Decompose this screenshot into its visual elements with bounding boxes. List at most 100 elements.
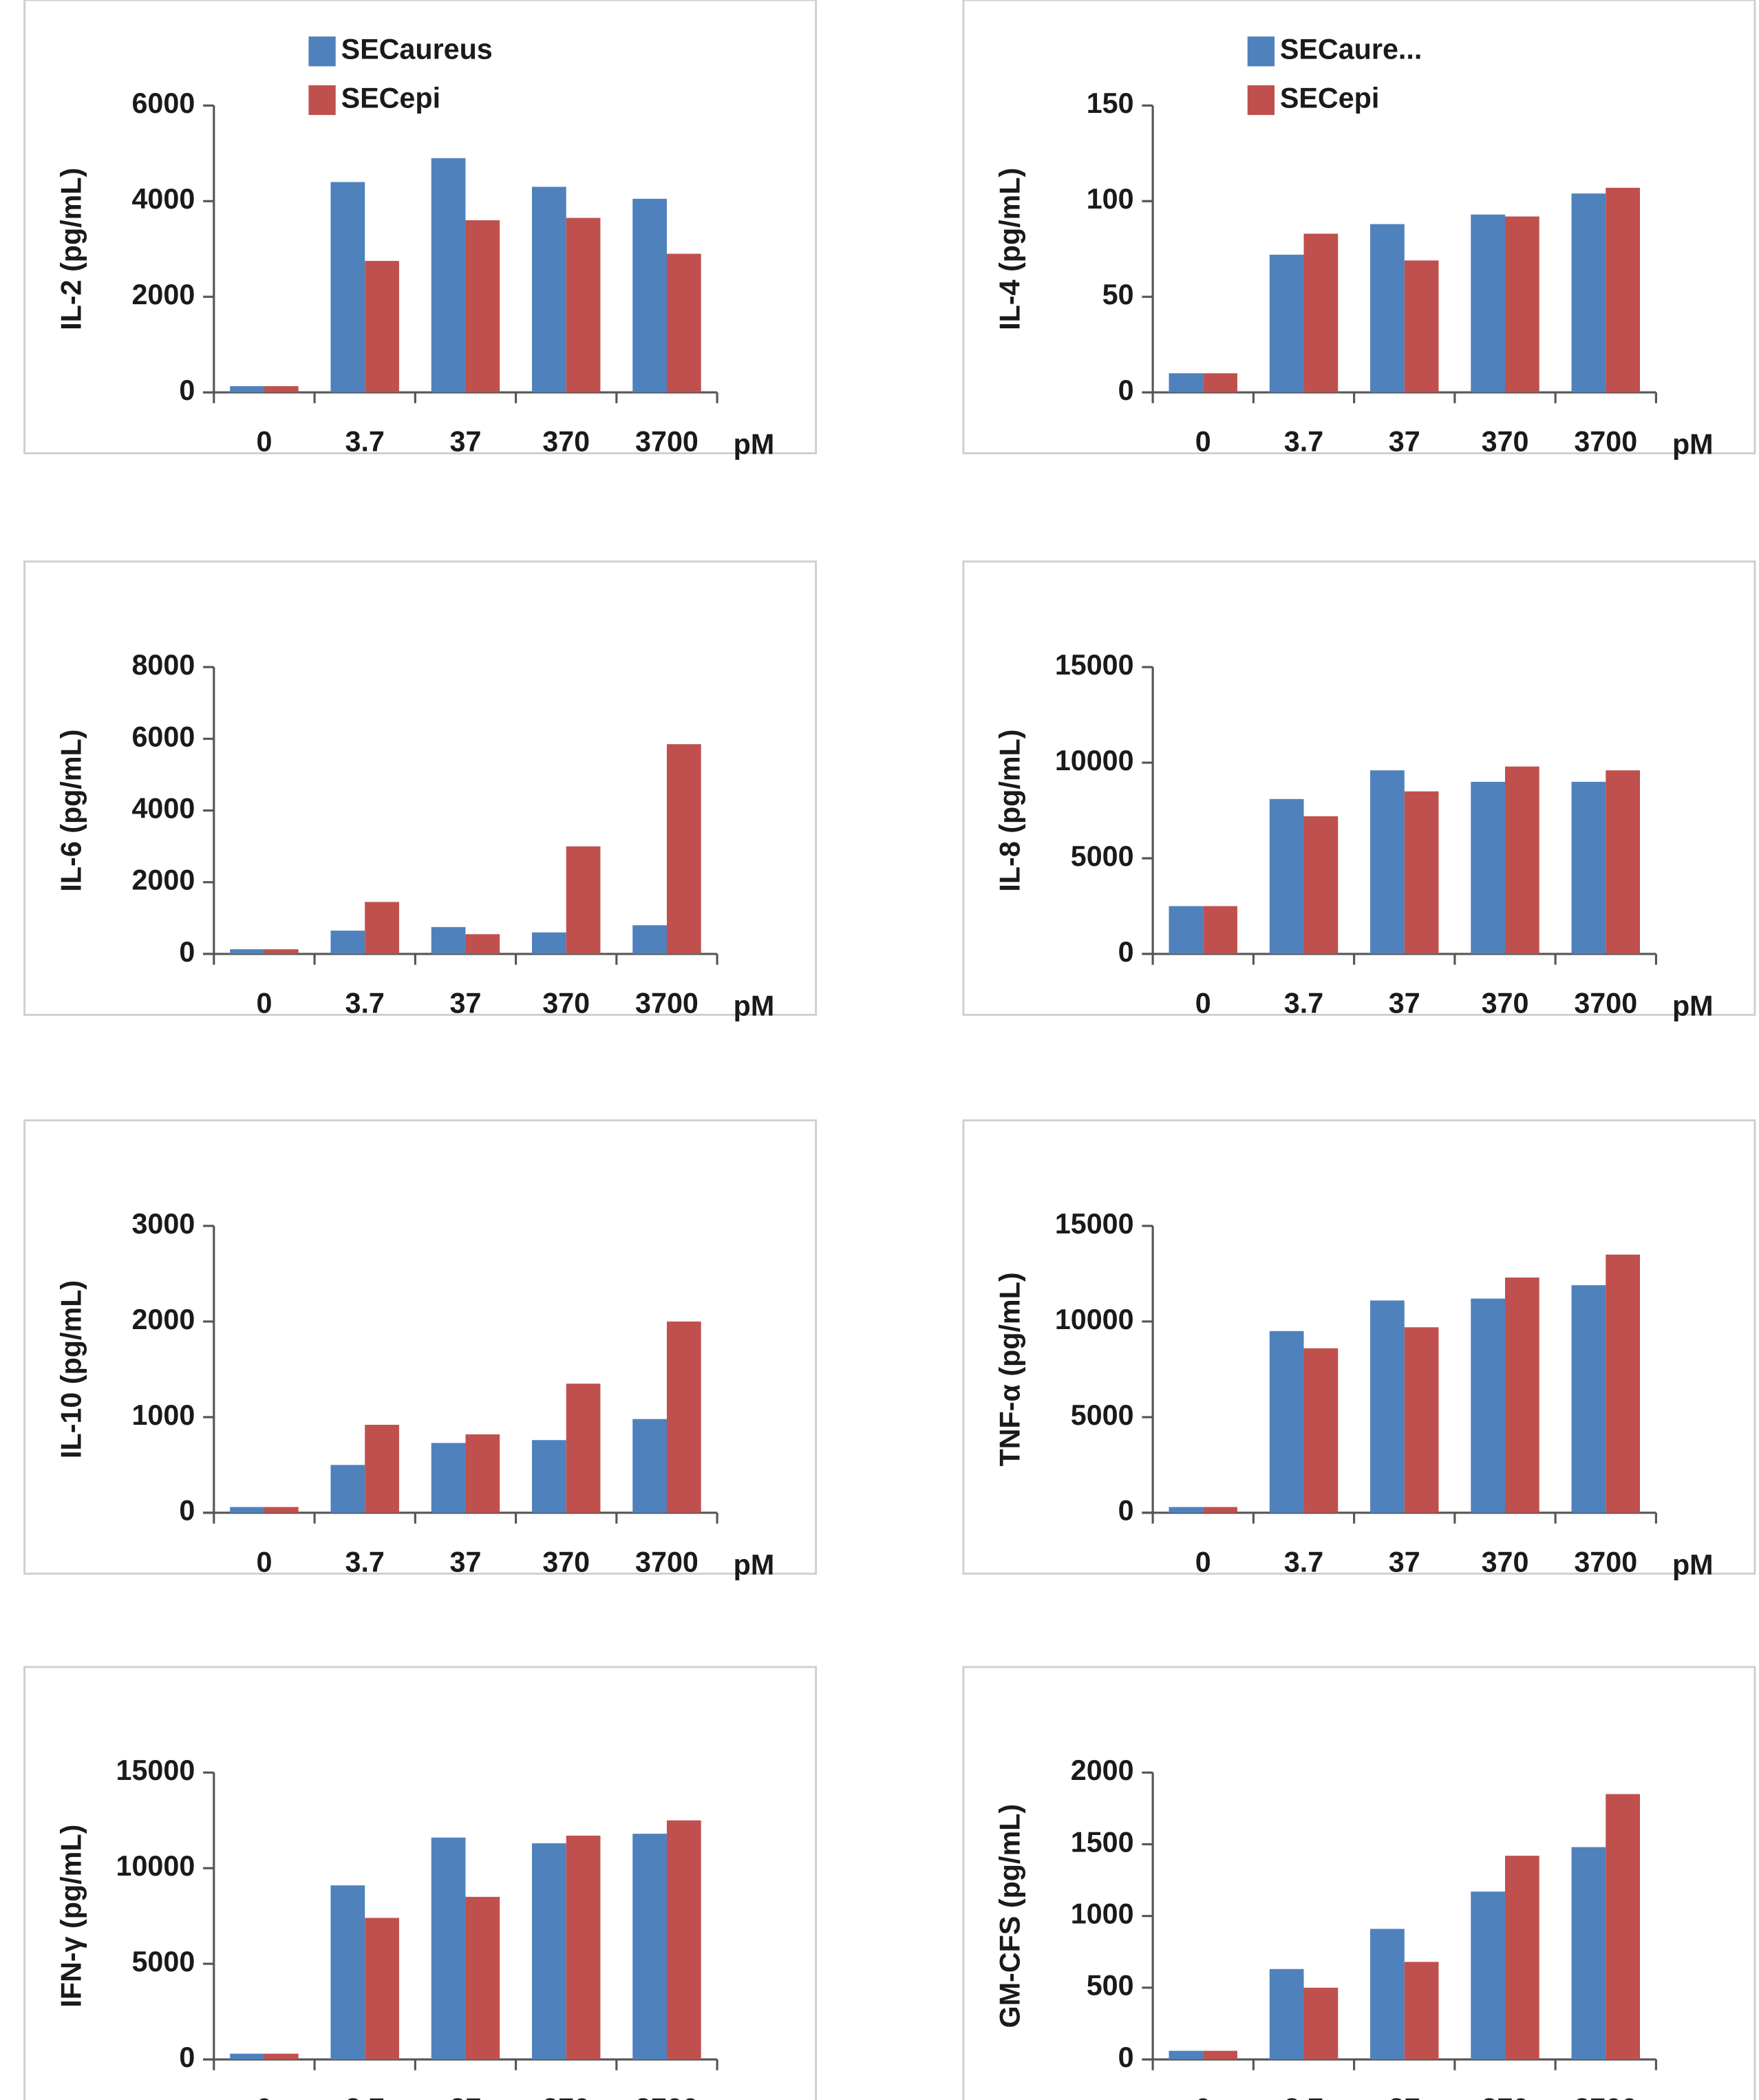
bar (330, 1465, 365, 1513)
y-axis-label: IL-10 (pg/mL) (55, 1280, 87, 1459)
legend-label: SECaure... (1280, 34, 1422, 65)
x-tick-label: 370 (542, 426, 590, 458)
bar (531, 932, 566, 954)
y-axis-label: IL-6 (pg/mL) (55, 729, 87, 891)
x-tick-label: 0 (1195, 426, 1211, 458)
bar (365, 902, 399, 954)
bar (1269, 1969, 1304, 2060)
x-axis-label: pM (734, 1549, 775, 1580)
bar (1471, 1891, 1506, 2060)
x-tick-label: 3700 (1574, 988, 1637, 1019)
x-tick-label: 3.7 (345, 2093, 385, 2100)
bar (1571, 781, 1606, 954)
bar (1505, 1856, 1539, 2060)
chart: 0 5000 10000 15000 0 3.7 37 370 3700 pM IL-8 (pg/m… (962, 560, 1756, 1021)
y-tick-label: 0 (1118, 936, 1134, 968)
x-axis-label: pM (734, 429, 775, 460)
x-tick-label: 3700 (1574, 1546, 1637, 1578)
chart: 0 5000 10000 15000 0 3.7 37 370 3700 pM TNF-α (pg/… (962, 1119, 1756, 1580)
bar (365, 1918, 399, 2060)
y-tick-label: 10000 (116, 1850, 195, 1882)
x-tick-label: 370 (1482, 2093, 1529, 2100)
bar (666, 1820, 701, 2060)
x-tick-label: 3.7 (345, 988, 385, 1019)
legend-swatch (1247, 36, 1275, 67)
bar (365, 1425, 399, 1513)
y-tick-label: 0 (179, 1495, 195, 1527)
x-axis-label: pM (1672, 990, 1714, 1021)
bar (1606, 1794, 1640, 2060)
chart: 0 1000 2000 3000 0 3.7 37 370 3700 pM IL-10 (pg/mL… (23, 1119, 818, 1580)
y-tick-label: 2000 (131, 279, 195, 310)
bar (1505, 216, 1539, 393)
x-tick-label: 3700 (635, 2093, 699, 2100)
x-tick-label: 370 (1482, 988, 1529, 1019)
y-tick-label: 0 (1118, 1495, 1134, 1527)
x-axis-label: pM (1672, 1549, 1714, 1580)
legend-label: SECepi (1280, 82, 1379, 114)
bar (632, 925, 667, 954)
y-tick-label: 15000 (1055, 649, 1134, 681)
bar (1370, 1300, 1405, 1513)
bar (566, 218, 601, 393)
bar (1169, 373, 1204, 393)
x-axis-label: pM (1672, 429, 1714, 460)
bar (566, 846, 601, 954)
x-tick-label: 3700 (1574, 426, 1637, 458)
legend-swatch (308, 85, 336, 116)
bar (1169, 906, 1204, 954)
y-tick-label: 2000 (131, 1304, 195, 1335)
y-axis-label: GM-CFS (pg/mL) (994, 1804, 1026, 2028)
y-tick-label: 5000 (1071, 840, 1134, 872)
x-tick-label: 0 (256, 988, 272, 1019)
bar (230, 386, 264, 393)
y-axis-label: IL-8 (pg/mL) (994, 729, 1026, 891)
bar (531, 1843, 566, 2060)
bar (1303, 1348, 1339, 1513)
x-tick-label: 0 (1195, 2093, 1211, 2100)
y-tick-label: 4000 (131, 792, 195, 824)
y-tick-label: 1500 (1071, 1826, 1134, 1858)
x-tick-label: 3700 (635, 426, 699, 458)
bar (1471, 781, 1506, 954)
x-tick-label: 0 (256, 1546, 272, 1578)
y-tick-label: 50 (1102, 279, 1134, 310)
y-tick-label: 1000 (131, 1399, 195, 1431)
x-tick-label: 37 (449, 1546, 481, 1578)
bar (1303, 233, 1339, 393)
legend-swatch (308, 36, 336, 67)
x-tick-label: 370 (1482, 426, 1529, 458)
x-tick-label: 37 (1389, 1546, 1420, 1578)
bar (666, 1321, 701, 1513)
bar (431, 158, 466, 393)
bar (666, 253, 701, 393)
chart: 0 5000 10000 15000 0 3.7 37 370 3700 pM IFN-γ (pg/… (23, 1666, 818, 2100)
bar (1269, 798, 1304, 954)
bar (230, 2053, 264, 2060)
x-tick-label: 3700 (635, 988, 699, 1019)
bar (465, 934, 500, 954)
x-tick-label: 3.7 (345, 1546, 385, 1578)
bar (1471, 214, 1506, 393)
bar (1203, 906, 1237, 954)
chart: 0 50 100 150 0 3.7 37 370 3700 pM IL-4 (pg/mL) SECa… (962, 0, 1756, 460)
bar (1303, 1987, 1339, 2060)
y-tick-label: 6000 (131, 721, 195, 752)
y-tick-label: 15000 (116, 1754, 195, 1786)
bar (1370, 1929, 1405, 2060)
x-tick-label: 3.7 (1284, 2093, 1323, 2100)
bar (365, 261, 399, 393)
bar (1203, 1507, 1237, 1513)
y-tick-label: 3000 (131, 1208, 195, 1240)
x-tick-label: 0 (256, 426, 272, 458)
chart: 0 2000 4000 6000 0 3.7 37 370 3700 pM IL-2 (pg/mL)… (23, 0, 818, 460)
y-tick-label: 0 (179, 374, 195, 406)
y-tick-label: 100 (1087, 183, 1134, 215)
y-tick-label: 10000 (1055, 745, 1134, 776)
y-axis-label: IL-4 (pg/mL) (994, 168, 1026, 330)
x-tick-label: 37 (449, 988, 481, 1019)
y-tick-label: 500 (1087, 1970, 1134, 2002)
bar (465, 1434, 500, 1513)
bar (330, 931, 365, 954)
